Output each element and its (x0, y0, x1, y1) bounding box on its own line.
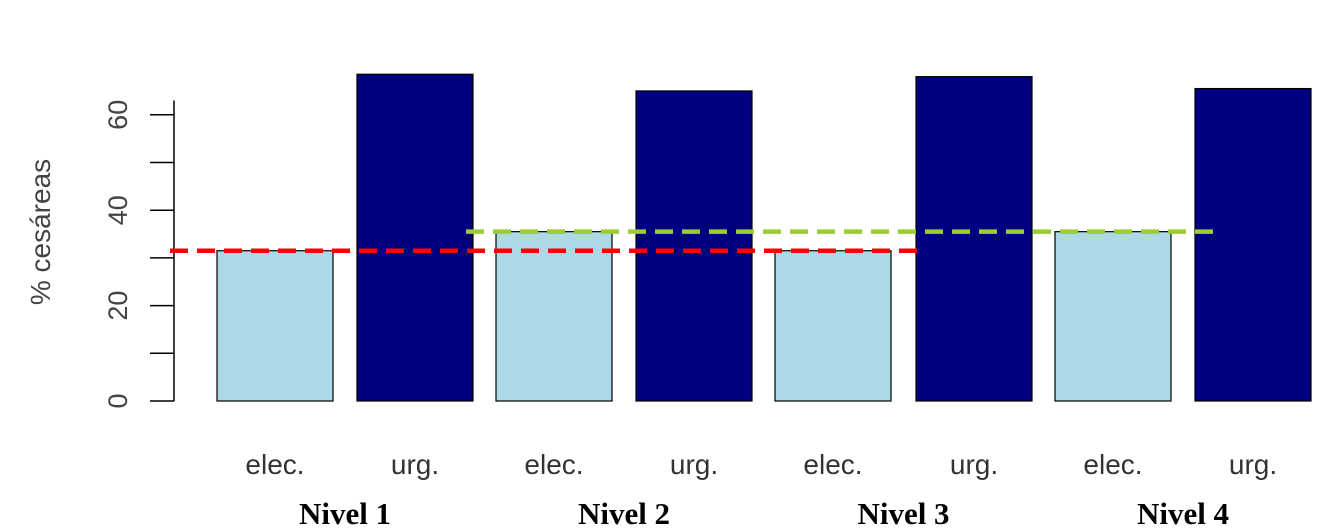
group-label: Nivel 2 (578, 496, 670, 531)
y-tick-label: 0 (103, 393, 133, 408)
category-label: elec. (524, 449, 583, 480)
y-axis-title: % cesáreas (25, 159, 56, 305)
y-tick-label: 20 (103, 291, 133, 321)
x-axis-labels: elec. urg. elec. urg. elec. urg. elec. urg.Nive… (245, 449, 1277, 531)
bars (216, 73, 1312, 402)
bar-urg (635, 90, 753, 402)
bar-elec (774, 250, 892, 402)
category-label: urg. (950, 449, 998, 480)
group-label: Nivel 1 (299, 496, 391, 531)
bar-urg (1194, 87, 1312, 402)
bar-urg (915, 76, 1033, 402)
bar-elec (495, 231, 613, 402)
category-label: elec. (1083, 449, 1142, 480)
bar-urg (356, 73, 474, 402)
bar-elec (1054, 231, 1172, 402)
y-axis: 0 20 40 60 (103, 100, 175, 409)
category-label: elec. (245, 449, 304, 480)
category-label: urg. (1229, 449, 1277, 480)
reference-lines (170, 229, 1218, 253)
y-tick-label: 40 (103, 195, 133, 225)
y-tick-label: 60 (103, 100, 133, 130)
category-label: elec. (803, 449, 862, 480)
category-label: urg. (391, 449, 439, 480)
group-label: Nivel 4 (1137, 496, 1229, 531)
bar-elec (216, 250, 334, 402)
category-label: urg. (670, 449, 718, 480)
group-label: Nivel 3 (857, 496, 949, 531)
